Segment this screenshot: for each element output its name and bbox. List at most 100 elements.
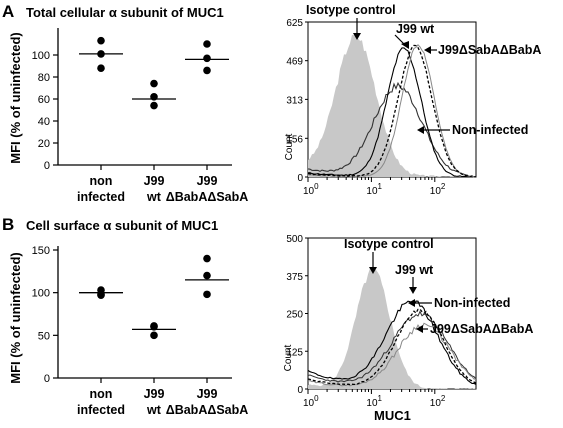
scatter-b-ylabel: MFI (% of uninfected): [8, 252, 23, 383]
panel-a-letter: A: [2, 2, 14, 21]
x-tick-exponent: 2: [441, 394, 446, 403]
histogram-b-yticks: 0 125 250 375 500: [286, 234, 308, 396]
data-point: [150, 101, 158, 110]
x-tick-exponent: 0: [314, 182, 319, 191]
histogram-a-dotted-curve: [307, 44, 477, 178]
x-tick-base: 10: [303, 186, 315, 197]
category-label-line1: J99: [197, 174, 218, 188]
y-tick-label: 0: [44, 160, 50, 172]
category-label-line1: J99: [144, 174, 165, 188]
data-point: [97, 36, 105, 45]
x-tick-base: 10: [303, 398, 315, 409]
x-tick-label: 101: [366, 394, 382, 409]
x-tick-label: 100: [303, 182, 319, 197]
histogram-b-isotype-arrowhead: [369, 267, 377, 274]
data-point: [203, 66, 211, 75]
x-tick-base: 10: [366, 186, 378, 197]
scatter-a: MFI (% of uninfected) 0 20 40 60 80 100 non in…: [8, 28, 248, 204]
category-label-line2: wt: [146, 190, 162, 204]
category-label-line2: ΔBabAΔSabA: [166, 403, 249, 417]
histogram-b-xticks: 100 101 102: [303, 389, 446, 409]
histogram-b-wt-curve: [307, 300, 477, 385]
data-point: [150, 323, 158, 331]
scatter-b-yticks: 0 50 100 150: [32, 245, 58, 385]
histogram-a-isotype-label: Isotype control: [306, 3, 396, 17]
x-tick-exponent: 1: [378, 182, 383, 191]
category-label-line1: J99: [144, 387, 165, 401]
histogram-a-noninfected-curve: [307, 81, 477, 178]
category-label-line2: wt: [146, 403, 162, 417]
histogram-a-noninfected-label: Non-infected: [452, 123, 528, 137]
x-tick-label: 100: [303, 394, 319, 409]
panel-b-letter: B: [2, 215, 14, 234]
panel-a-title: Total cellular α subunit of MUC1: [26, 5, 224, 20]
data-point: [203, 271, 211, 280]
y-tick-label: 40: [38, 116, 50, 128]
scatter-a-yticks: 0 20 40 60 80 100: [32, 50, 58, 172]
y-tick-label: 100: [32, 50, 50, 62]
histogram-b-ylabel: Count: [283, 344, 294, 371]
histogram-b-noninfected-label: Non-infected: [434, 296, 510, 310]
y-tick-label: 625: [286, 18, 303, 29]
data-point: [203, 40, 211, 48]
y-tick-label: 469: [286, 57, 303, 68]
histogram-a-mutant-label: J99ΔSabAΔBabA: [438, 43, 541, 57]
y-tick-label: 156: [286, 134, 303, 145]
histogram-b-xlabel: MUC1: [374, 408, 411, 423]
scatter-a-ylabel: MFI (% of uninfected): [8, 32, 23, 163]
y-tick-label: 80: [38, 72, 50, 84]
category-label-line2: ΔBabAΔSabA: [166, 190, 249, 204]
y-tick-label: 60: [38, 94, 50, 106]
histogram-b-isotype-label: Isotype control: [344, 237, 434, 251]
x-tick-exponent: 2: [441, 182, 446, 191]
histogram-a-ylabel: Count: [284, 133, 295, 160]
data-point: [203, 290, 211, 299]
x-tick-exponent: 1: [378, 394, 383, 403]
scatter-b: MFI (% of uninfected) 0 50 100 150 non infec…: [8, 245, 248, 417]
y-tick-label: 100: [32, 288, 50, 300]
histogram-a-wt-label: J99 wt: [396, 22, 435, 36]
histogram-b-mutant-label: J99ΔSabAΔBabA: [430, 322, 533, 336]
histogram-a-xticks: 100 101 102: [303, 177, 446, 197]
y-tick-label: 50: [38, 330, 50, 342]
y-tick-label: 125: [286, 347, 303, 358]
histogram-b-mutant-arrowhead: [416, 325, 423, 333]
histogram-a-wt-arrowhead: [401, 41, 409, 49]
y-tick-label: 0: [297, 385, 303, 396]
data-point: [150, 331, 158, 340]
y-tick-label: 150: [32, 245, 50, 257]
category-label-line1: non: [90, 174, 113, 188]
y-tick-label: 0: [44, 373, 50, 385]
scatter-a-points: [79, 36, 229, 110]
x-tick-base: 10: [430, 398, 442, 409]
y-tick-label: 0: [297, 173, 303, 184]
x-tick-label: 101: [366, 182, 382, 197]
histogram-b-wt-label: J99 wt: [395, 263, 434, 277]
histogram-b-noninfected-arrowhead: [408, 299, 415, 307]
panel-b: B Cell surface α subunit of MUC1 MFI (% …: [2, 215, 533, 423]
data-point: [97, 64, 105, 72]
histogram-a-mutant-curve: [307, 44, 477, 178]
histogram-a-yticks: 0 156 313 469 625: [286, 18, 308, 184]
histogram-b-noninfected-curve: [307, 310, 477, 383]
panel-b-title: Cell surface α subunit of MUC1: [26, 218, 218, 233]
y-tick-label: 20: [38, 138, 50, 150]
y-tick-label: 313: [286, 95, 303, 106]
y-tick-label: 500: [286, 234, 303, 245]
category-label-line1: non: [90, 387, 113, 401]
data-point: [150, 79, 158, 88]
x-tick-label: 102: [430, 182, 446, 197]
y-tick-label: 250: [286, 310, 303, 321]
panel-a: A Total cellular α subunit of MUC1 MFI (…: [2, 2, 541, 204]
category-label-line2: infected: [77, 403, 125, 417]
x-tick-base: 10: [366, 398, 378, 409]
histogram-b-isotype-curve: [308, 267, 476, 389]
histogram-a-isotype-arrowhead: [353, 33, 361, 40]
histogram-a-mutant-arrowhead: [424, 46, 431, 54]
data-point: [203, 54, 211, 63]
